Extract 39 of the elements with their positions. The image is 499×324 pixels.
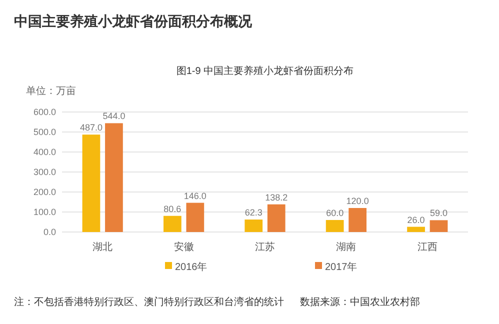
data-label: 26.0 [407,214,425,225]
y-tick-label: 200.0 [33,187,56,197]
data-label: 62.3 [244,208,262,218]
data-label: 146.0 [184,190,206,201]
bar [164,216,182,232]
x-tick-label: 江苏 [255,241,275,253]
bar [326,220,344,232]
x-tick-label: 湖北 [92,241,113,253]
bar [430,220,448,232]
legend-label: 2017年 [325,261,358,273]
chart-title: 中国主要养殖小龙虾省份面积分布概况 [14,13,253,29]
bar [267,204,286,232]
source-note: 数据来源：中国农业农村部 [300,296,420,308]
x-tick-label: 江西 [417,241,438,253]
x-tick-label: 安徽 [174,241,194,253]
text: 注：不包括香港特别行政区、澳门特别行政区和台湾省的统计 [14,296,284,308]
data-label: 60.0 [326,208,344,218]
data-label: 487.0 [80,122,102,133]
y-tick-label: 0.0 [43,227,56,237]
y-tick-label: 500.0 [33,127,56,137]
bar [105,123,123,232]
data-label: 544.0 [102,111,126,122]
y-axis-title: 单位：万亩 [26,85,76,97]
chart-subtitle: 图1-9 中国主要养殖小龙虾省份面积分布 [176,65,354,77]
bar [407,226,425,232]
bar [244,220,263,232]
y-tick-label: 600.0 [33,107,56,117]
data-label: 138.2 [265,192,288,202]
y-tick-label: 100.0 [33,207,56,217]
bar [82,134,100,232]
bar [186,202,204,232]
x-tick-label: 湖南 [336,241,356,253]
data-label: 80.6 [164,204,182,214]
y-tick-label: 400.0 [33,147,56,157]
data-label: 59.0 [430,208,448,218]
bar [348,208,366,232]
data-label: 120.0 [346,196,369,206]
y-tick-label: 300.0 [33,167,56,177]
legend-label: 2016年 [175,261,208,273]
